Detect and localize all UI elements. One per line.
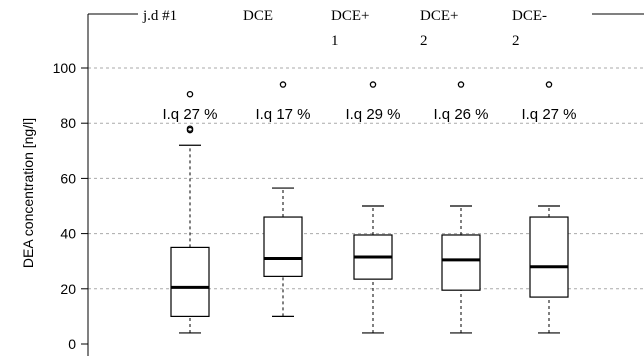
- outlier-point: [457, 81, 465, 88]
- y-axis: 0 20 40 60 80 100: [53, 60, 88, 352]
- category-label: 1: [331, 33, 339, 49]
- category-label: 2: [512, 33, 520, 49]
- category-labels: j.d #1 DCE DCE+ 1 DCE+ 2 DCE- 2: [142, 8, 547, 49]
- category-label: j.d #1: [142, 8, 177, 24]
- y-tick-label: 60: [60, 170, 76, 186]
- outlier-point: [186, 125, 194, 132]
- y-tick-label: 20: [60, 281, 76, 297]
- category-label: 2: [420, 33, 428, 49]
- outlier-point: [279, 81, 287, 88]
- box-1: [170, 90, 210, 334]
- category-label: DCE: [243, 8, 273, 24]
- iq-label: I.q 27 %: [162, 106, 217, 123]
- iq-label: I.q 29 %: [345, 106, 400, 123]
- iq-labels: I.q 27 % I.q 17 % I.q 29 % I.q 26 % I.q 27 %: [162, 106, 576, 123]
- box-iqr: [529, 216, 569, 298]
- y-tick-label: 0: [68, 336, 76, 352]
- category-label: DCE+: [420, 8, 458, 24]
- outlier-point: [545, 81, 553, 88]
- iq-label: I.q 26 %: [433, 106, 488, 123]
- box-3: [353, 81, 393, 334]
- y-tick-label: 40: [60, 226, 76, 242]
- y-tick-label: 80: [60, 115, 76, 131]
- box-iqr: [263, 216, 303, 277]
- category-label: DCE+: [331, 8, 369, 24]
- outlier-point: [369, 81, 377, 88]
- y-tick-label: 100: [53, 60, 77, 76]
- box-4: [441, 81, 481, 334]
- outlier-point: [186, 90, 194, 98]
- plot-frame: [87, 13, 644, 356]
- box-iqr: [170, 246, 210, 317]
- iq-label: I.q 27 %: [521, 106, 576, 123]
- box-5: [529, 81, 569, 334]
- y-axis-label: DEA concentration [ng/l]: [20, 118, 36, 268]
- boxes: [170, 81, 569, 334]
- box-2: [263, 81, 303, 317]
- iq-label: I.q 17 %: [255, 106, 310, 123]
- box-iqr: [441, 234, 481, 291]
- category-label: DCE-: [512, 8, 547, 24]
